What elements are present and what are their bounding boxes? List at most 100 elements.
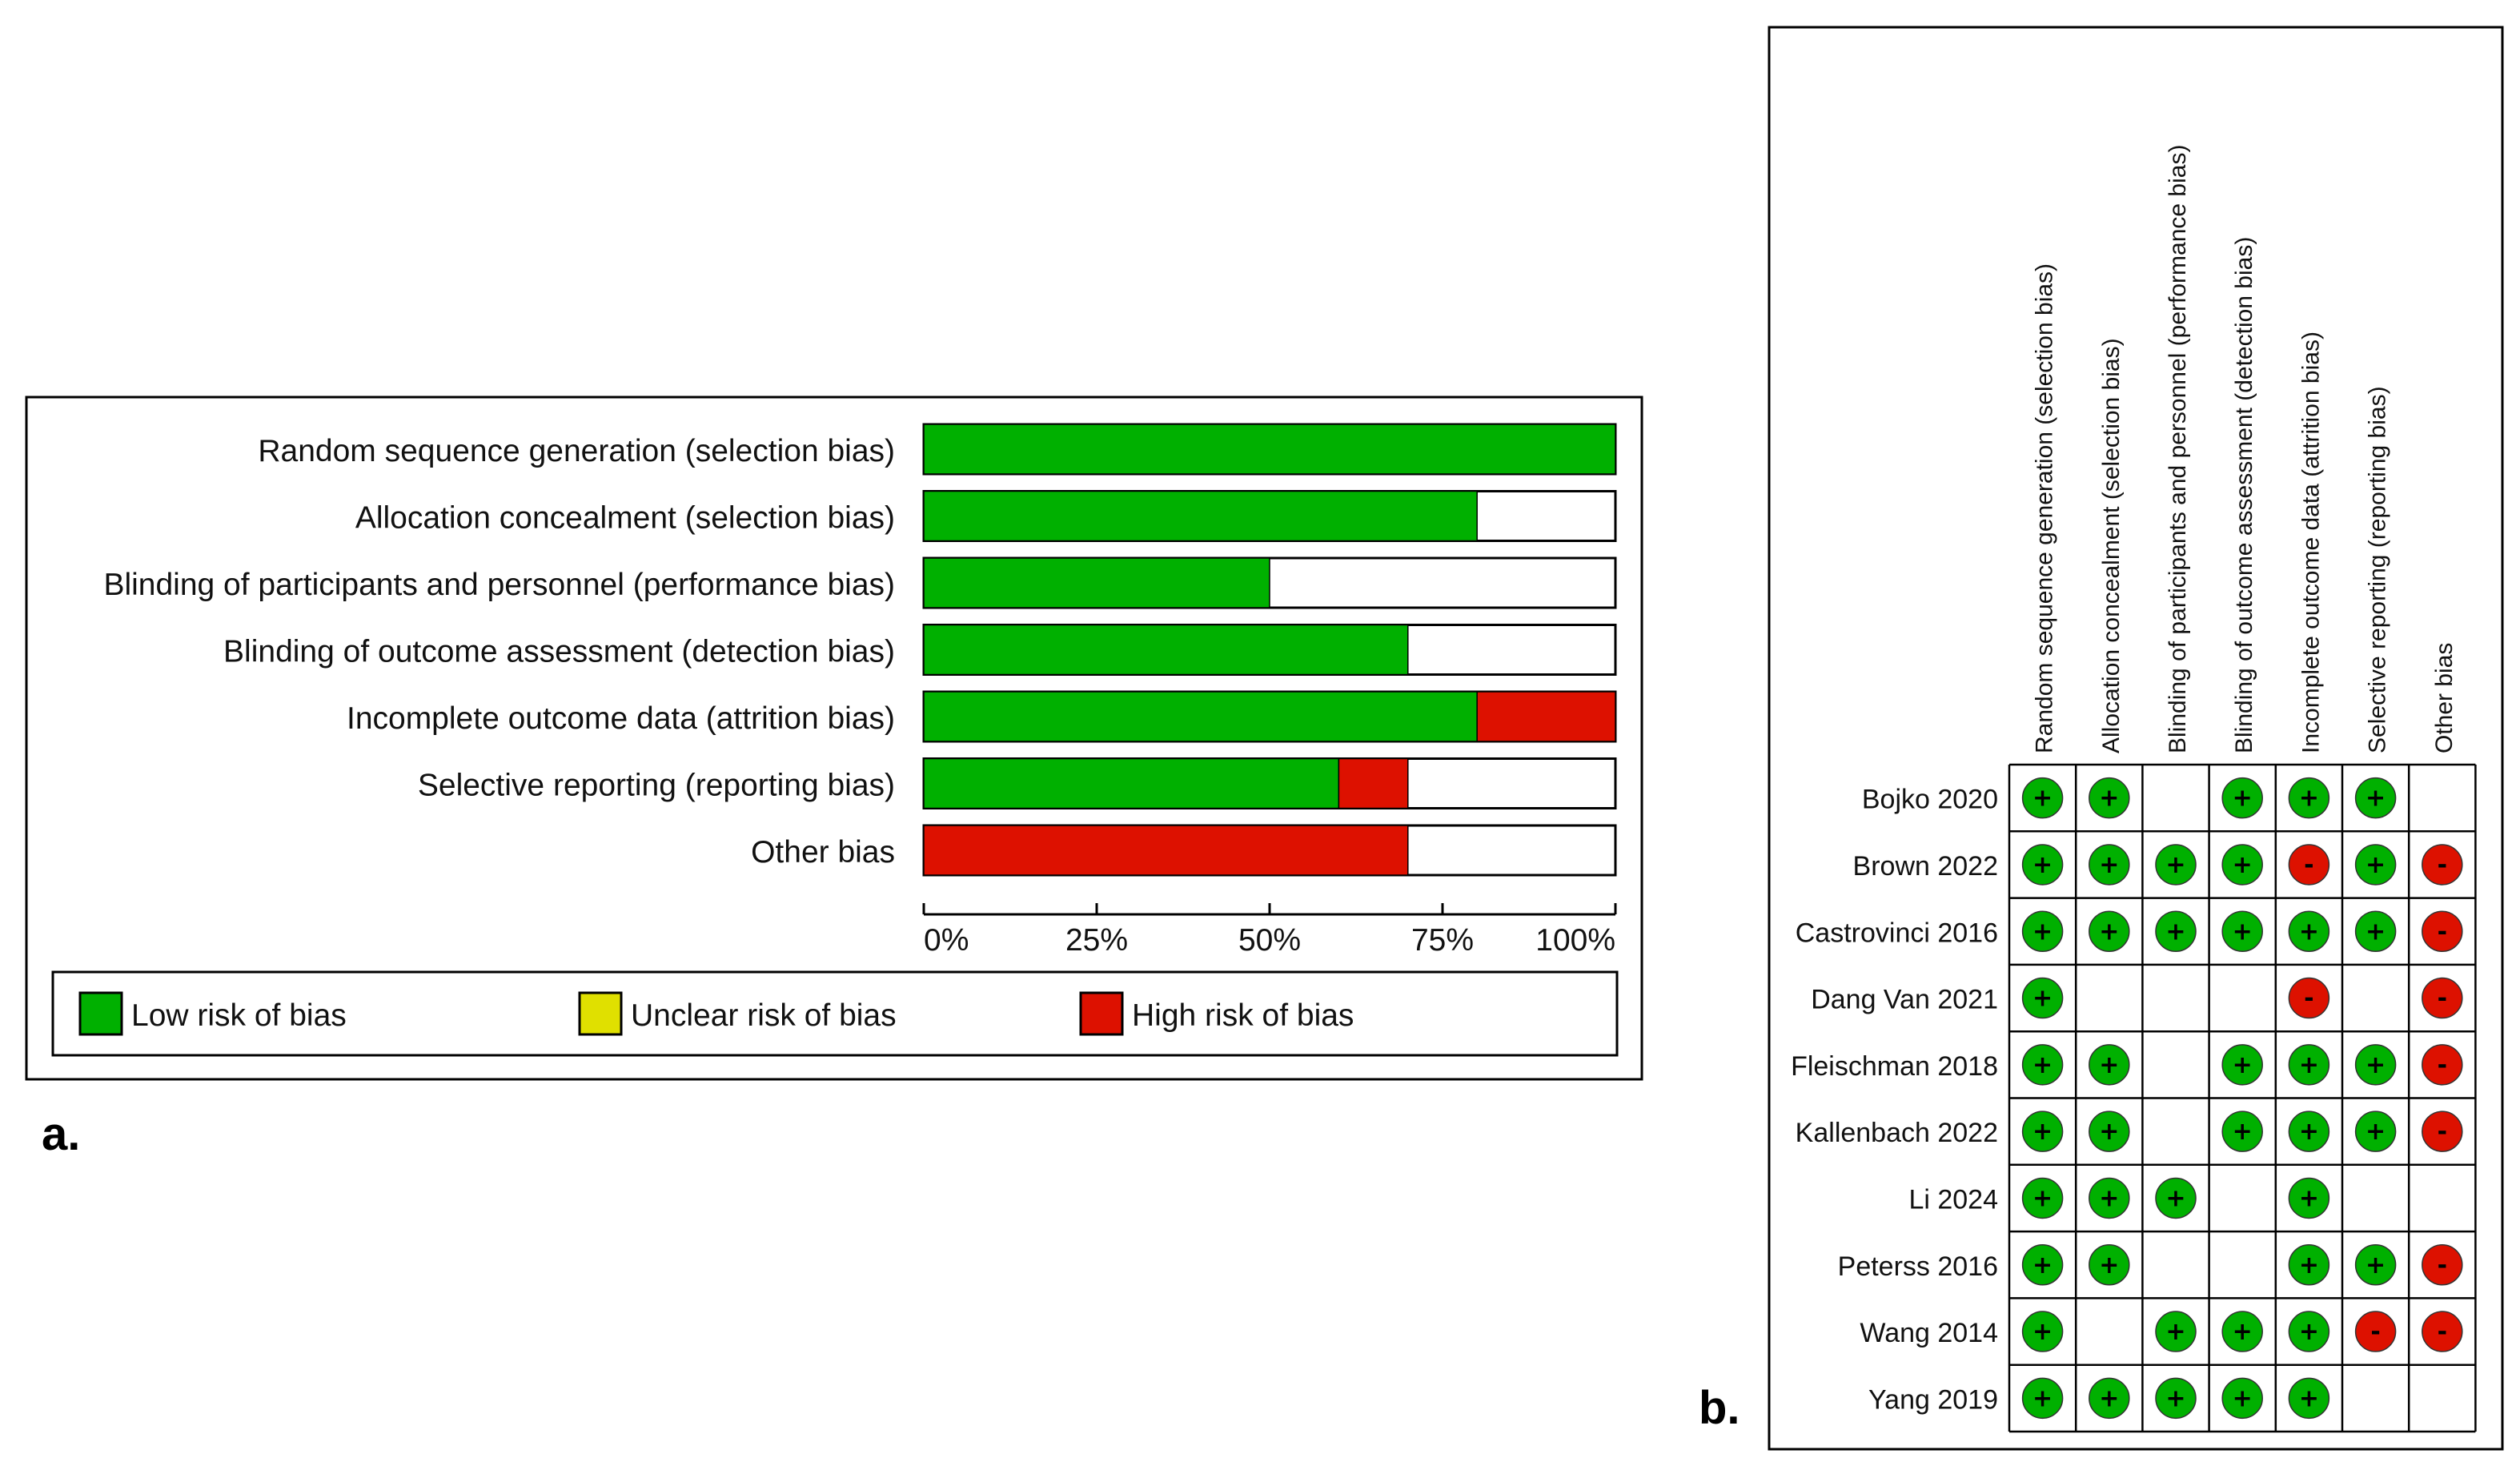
legend-swatch-unclear-risk-of-bias (578, 991, 623, 1036)
marker-symbol: - (2304, 985, 2313, 1013)
low-risk-marker: + (2089, 1177, 2130, 1219)
category-label-selective-reporting-reporting-bias: Selective reporting (reporting bias) (418, 769, 895, 803)
marker-symbol: - (2438, 1051, 2447, 1079)
marker-symbol: - (2438, 918, 2447, 946)
marker-circle (2155, 844, 2197, 886)
legend-label-low-risk-of-bias: Low risk of bias (131, 998, 347, 1033)
high-risk-marker: - (2422, 1244, 2463, 1286)
legend-swatch-low-risk-of-bias (78, 991, 123, 1036)
marker-symbol: - (2438, 985, 2447, 1013)
marker-circle (2221, 777, 2263, 819)
study-label-li-2024: Li 2024 (1908, 1184, 1998, 1215)
low-risk-marker: + (2288, 1177, 2330, 1219)
low-risk-marker: + (2288, 1111, 2330, 1152)
low-risk-marker: + (2288, 1244, 2330, 1286)
low-risk-marker: + (2021, 910, 2064, 952)
marker-circle (2288, 1377, 2330, 1420)
marker-circle (2021, 1377, 2064, 1420)
marker-circle (2422, 910, 2463, 952)
bar-low-risk-of-bias-3 (923, 557, 1270, 608)
marker-circle (2021, 1111, 2064, 1152)
column-header-blinding-of-outcome-assessment-detection-bias: Blinding of outcome assessment (detectio… (2231, 237, 2257, 753)
marker-circle (2155, 1311, 2197, 1352)
marker-circle (2354, 777, 2397, 819)
marker-circle (2288, 910, 2330, 952)
marker-circle (2155, 1177, 2197, 1219)
marker-circle (2288, 1177, 2330, 1219)
marker-circle (2221, 1044, 2263, 1086)
marker-circle (2288, 1111, 2330, 1152)
low-risk-marker: + (2155, 1177, 2197, 1219)
high-risk-marker: - (2422, 977, 2463, 1019)
marker-symbol: + (2099, 851, 2119, 879)
marker-circle (2021, 1177, 2064, 1219)
marker-symbol: + (2032, 851, 2053, 879)
marker-symbol: + (2299, 1251, 2319, 1279)
marker-circle (2089, 1244, 2130, 1286)
panel-b-label: b. (1699, 1382, 1740, 1434)
x-tick-label: 75% (1411, 923, 1474, 958)
low-risk-marker: + (2288, 777, 2330, 819)
low-risk-marker: + (2089, 1111, 2130, 1152)
bar-low-risk-of-bias-6 (923, 757, 1340, 809)
marker-circle (2288, 1244, 2330, 1286)
high-risk-marker: - (2422, 844, 2463, 886)
marker-circle (2221, 1311, 2263, 1352)
column-header-random-sequence-generation-selection-bias: Random sequence generation (selection bi… (2032, 263, 2058, 753)
low-risk-marker: + (2155, 910, 2197, 952)
legend-label-unclear-risk-of-bias: Unclear risk of bias (631, 998, 897, 1033)
marker-circle (2089, 777, 2130, 819)
marker-symbol: + (2099, 1051, 2119, 1079)
category-label-incomplete-outcome-data-attrition-bias: Incomplete outcome data (attrition bias) (347, 701, 895, 736)
marker-symbol: + (2233, 1384, 2253, 1412)
category-label-random-sequence-generation-selection-bias: Random sequence generation (selection bi… (258, 434, 895, 468)
marker-circle (2422, 1111, 2463, 1152)
marker-symbol: + (2366, 785, 2386, 813)
low-risk-marker: + (2155, 844, 2197, 886)
low-risk-marker: + (2021, 844, 2064, 886)
marker-symbol: + (2233, 1318, 2253, 1346)
column-header-blinding-of-participants-and-personnel-performance-bias: Blinding of participants and personnel (… (2165, 145, 2191, 753)
low-risk-marker: + (2221, 1377, 2263, 1420)
low-risk-marker: + (2155, 1377, 2197, 1420)
panel-a-label: a. (42, 1108, 80, 1160)
low-risk-marker: + (2221, 844, 2263, 886)
low-risk-marker: + (2354, 777, 2397, 819)
low-risk-marker: + (2221, 777, 2263, 819)
marker-symbol: + (2366, 1118, 2386, 1146)
marker-circle (2021, 777, 2064, 819)
marker-circle (2422, 1311, 2463, 1352)
category-label-other-bias: Other bias (751, 835, 895, 870)
marker-symbol: - (2438, 851, 2447, 879)
marker-symbol: + (2032, 1384, 2053, 1412)
marker-circle (2155, 910, 2197, 952)
marker-symbol: + (2099, 1384, 2119, 1412)
marker-symbol: - (2438, 1118, 2447, 1146)
marker-circle (2021, 1044, 2064, 1086)
marker-symbol: + (2032, 1118, 2053, 1146)
low-risk-marker: + (2288, 910, 2330, 952)
bar-low-risk-of-bias-4 (923, 624, 1409, 676)
legend-label-high-risk-of-bias: High risk of bias (1132, 998, 1354, 1033)
marker-symbol: - (2438, 1251, 2447, 1279)
study-label-bojko-2020: Bojko 2020 (1862, 785, 1998, 815)
low-risk-marker: + (2155, 1311, 2197, 1352)
marker-symbol: + (2032, 1318, 2053, 1346)
marker-circle (2221, 844, 2263, 886)
marker-symbol: + (2233, 785, 2253, 813)
x-tick-label: 25% (1065, 923, 1128, 958)
low-risk-marker: + (2021, 977, 2064, 1019)
bar-low-risk-of-bias-5 (923, 691, 1478, 742)
marker-symbol: + (2299, 785, 2319, 813)
marker-symbol: + (2099, 1251, 2119, 1279)
low-risk-marker: + (2288, 1311, 2330, 1352)
marker-symbol: + (2299, 1118, 2319, 1146)
x-tick-label: 100% (1535, 923, 1615, 958)
low-risk-marker: + (2354, 1244, 2397, 1286)
marker-circle (2089, 1044, 2130, 1086)
bar-low-risk-of-bias-2 (923, 490, 1478, 542)
marker-symbol: + (2032, 985, 2053, 1013)
study-label-castrovinci-2016: Castrovinci 2016 (1796, 918, 1998, 948)
x-tick-label: 50% (1238, 923, 1301, 958)
marker-symbol: + (2032, 1251, 2053, 1279)
